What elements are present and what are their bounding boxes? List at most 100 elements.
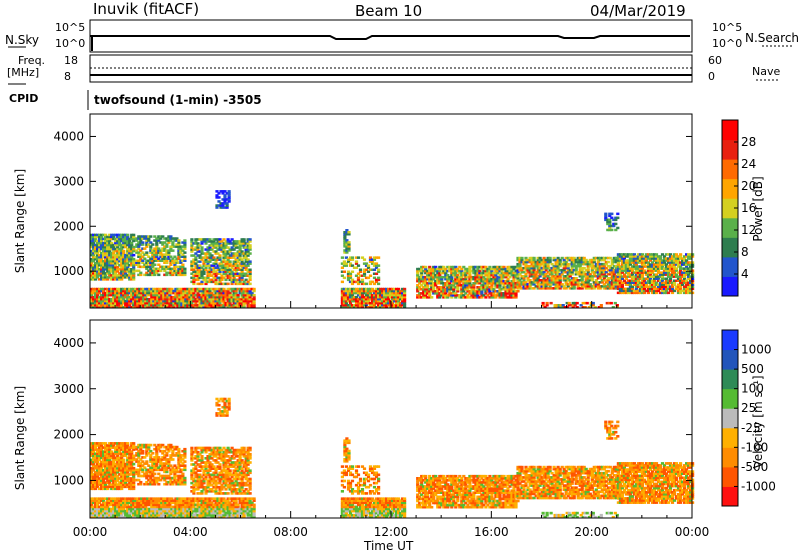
echo-cell xyxy=(596,277,600,280)
echo-cell xyxy=(436,277,440,281)
echo-cell xyxy=(689,289,693,293)
echo-cell xyxy=(126,237,130,241)
echo-cell xyxy=(556,285,560,288)
echo-cell xyxy=(606,285,610,288)
echo-cell xyxy=(516,279,520,282)
echo-cell xyxy=(148,306,152,309)
echo-cell xyxy=(226,252,230,255)
echo-cell xyxy=(662,285,667,288)
echo-cell xyxy=(598,287,602,290)
echo-cell xyxy=(586,262,590,266)
echo-cell xyxy=(106,304,110,307)
echo-cell xyxy=(658,255,663,258)
echo-cell xyxy=(114,287,118,291)
echo-cell xyxy=(362,295,367,299)
echo-cell xyxy=(106,301,110,305)
echo-cell xyxy=(377,264,381,267)
echo-cell xyxy=(518,260,522,264)
echo-cell xyxy=(202,304,206,307)
echo-cell xyxy=(140,289,144,293)
echo-cell xyxy=(480,292,484,295)
echo-cell xyxy=(494,273,498,277)
echo-cell xyxy=(100,247,104,251)
echo-cell xyxy=(158,297,162,301)
echo-cell xyxy=(104,243,108,247)
echo-cell xyxy=(656,289,661,293)
echo-cell xyxy=(530,264,534,268)
echo-cell xyxy=(606,264,610,268)
echo-cell xyxy=(108,304,112,307)
echo-cell xyxy=(574,264,578,268)
echo-cell xyxy=(92,464,96,468)
echo-cell xyxy=(612,260,616,264)
echo-cell xyxy=(196,299,200,303)
echo-cell xyxy=(173,269,177,273)
echo-cell xyxy=(592,273,596,276)
echo-cell xyxy=(214,238,218,241)
echo-cell xyxy=(222,260,226,263)
echo-cell xyxy=(108,444,112,447)
echo-cell xyxy=(98,306,102,309)
echo-cell xyxy=(106,278,110,281)
echo-cell xyxy=(618,283,622,286)
echo-cell xyxy=(159,251,163,254)
echo-cell xyxy=(102,462,106,466)
echo-cell xyxy=(616,257,620,260)
echo-cell xyxy=(192,274,196,277)
echo-cell xyxy=(192,304,196,307)
echo-cell xyxy=(177,269,181,273)
echo-cell xyxy=(244,260,248,263)
echo-cell xyxy=(520,275,524,278)
echo-cell xyxy=(149,251,153,254)
echo-cell xyxy=(110,471,114,474)
echo-cell xyxy=(181,265,185,269)
echo-cell xyxy=(104,469,108,472)
echo-cell xyxy=(128,245,132,249)
echo-cell xyxy=(104,255,108,259)
echo-cell xyxy=(652,255,657,258)
echo-cell xyxy=(474,296,478,299)
echo-cell xyxy=(128,469,132,472)
echo-cell xyxy=(514,290,518,293)
echo-cell xyxy=(362,299,367,303)
echo-cell xyxy=(548,273,552,276)
echo-cell xyxy=(176,295,180,299)
echo-cell xyxy=(426,290,430,293)
echo-cell xyxy=(544,287,548,290)
echo-cell xyxy=(468,265,472,269)
echo-cell xyxy=(218,301,222,305)
echo-cell xyxy=(538,258,542,262)
echo-cell xyxy=(183,257,187,260)
echo-cell xyxy=(184,304,188,307)
echo-cell xyxy=(240,270,244,273)
echo-cell xyxy=(126,448,130,451)
echo-cell xyxy=(206,287,210,291)
echo-cell xyxy=(114,442,118,445)
echo-cell xyxy=(580,268,584,272)
echo-cell xyxy=(92,264,96,267)
echo-cell xyxy=(379,306,383,309)
echo-cell xyxy=(108,483,112,486)
echo-cell xyxy=(683,269,687,272)
echo-cell xyxy=(218,304,222,307)
echo-cell xyxy=(691,283,695,286)
echo-cell xyxy=(236,252,240,255)
echo-cell xyxy=(364,293,369,297)
echo-cell xyxy=(122,454,126,458)
echo-cell xyxy=(218,289,222,293)
echo-cell xyxy=(578,271,582,274)
echo-cell xyxy=(130,274,134,277)
echo-cell xyxy=(252,299,256,303)
echo-cell xyxy=(482,279,486,283)
echo-cell xyxy=(143,237,147,240)
echo-cell xyxy=(482,265,486,269)
echo-cell xyxy=(218,276,222,280)
echo-cell xyxy=(110,264,114,267)
echo-cell xyxy=(204,297,208,301)
echo-cell xyxy=(152,287,156,291)
echo-cell xyxy=(250,291,254,295)
echo-cell xyxy=(104,485,108,489)
echo-cell xyxy=(494,294,498,297)
echo-cell xyxy=(210,274,214,277)
echo-cell xyxy=(454,296,458,299)
